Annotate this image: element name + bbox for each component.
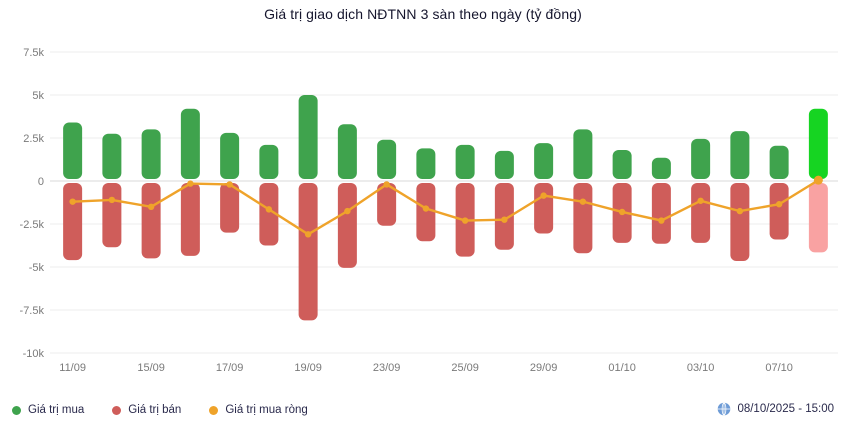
y-tick-label: -10k <box>23 348 45 360</box>
footer: 08/10/2025 - 15:00 <box>717 402 834 416</box>
net-point[interactable] <box>265 206 273 213</box>
buy-bar[interactable] <box>534 143 554 179</box>
net-point[interactable] <box>501 216 508 223</box>
buy-bar[interactable] <box>651 157 671 179</box>
buy-bar[interactable] <box>573 129 593 179</box>
x-tick-label: 17/09 <box>216 362 244 374</box>
net-point[interactable] <box>813 175 823 185</box>
timestamp: 08/10/2025 - 15:00 <box>737 403 834 415</box>
chart-legend: Giá trị mua Giá trị bán Giá trị mua ròng <box>12 404 308 416</box>
sell-bar[interactable] <box>534 183 554 234</box>
sell-bar[interactable] <box>141 183 161 259</box>
buy-bar[interactable] <box>220 132 240 179</box>
buy-bar[interactable] <box>769 145 789 179</box>
sell-bar[interactable] <box>573 183 593 254</box>
buy-bar[interactable] <box>612 150 632 179</box>
sell-bar[interactable] <box>102 183 122 248</box>
sell-legend-dot-icon <box>112 405 122 415</box>
net-point[interactable] <box>775 201 783 208</box>
sell-bar[interactable] <box>377 183 397 226</box>
legend-label-sell: Giá trị bán <box>128 404 182 416</box>
sell-bar[interactable] <box>298 183 318 321</box>
buy-bar[interactable] <box>377 139 397 179</box>
buy-bar[interactable] <box>180 108 200 179</box>
x-tick-label: 01/10 <box>608 362 636 374</box>
buy-legend-dot-icon <box>12 405 21 415</box>
foreign-trading-chart: 7.5k 5k 2.5k 0 -2.5k -5k -7.5k -10k 11/09 15/09 17… <box>20 47 838 374</box>
x-tick-label: 25/09 <box>451 362 479 374</box>
buy-bar[interactable] <box>259 144 279 179</box>
y-tick-label: 5k <box>32 90 44 102</box>
buy-bar[interactable] <box>416 148 436 179</box>
y-tick-label: -7.5k <box>20 305 45 317</box>
buy-bar[interactable] <box>730 131 750 179</box>
buy-bar[interactable] <box>808 108 828 179</box>
sell-bar[interactable] <box>416 183 436 242</box>
net-point[interactable] <box>618 208 626 216</box>
buy-bar[interactable] <box>141 129 161 179</box>
net-point[interactable] <box>579 198 587 205</box>
x-tick-label: 23/09 <box>373 362 401 374</box>
chart-title: Giá trị giao dịch NĐTNN 3 sàn theo ngày … <box>264 6 582 22</box>
net-point[interactable] <box>697 197 704 204</box>
y-tick-label: -2.5k <box>20 219 45 231</box>
buy-bar[interactable] <box>494 150 514 179</box>
net-point[interactable] <box>147 203 155 210</box>
y-tick-label: 2.5k <box>23 133 44 145</box>
net-point[interactable] <box>226 181 233 188</box>
net-point[interactable] <box>383 181 390 188</box>
net-line <box>71 178 820 236</box>
y-tick-label: 0 <box>38 176 44 188</box>
sell-bar[interactable] <box>808 183 828 253</box>
y-tick-label: -5k <box>29 262 45 274</box>
sell-bar[interactable] <box>180 183 200 256</box>
sell-bar[interactable] <box>220 183 240 233</box>
net-point[interactable] <box>344 207 351 215</box>
x-tick-label: 29/09 <box>530 362 558 374</box>
legend-item-net[interactable]: Giá trị mua ròng <box>209 404 308 416</box>
net-point[interactable] <box>658 217 665 224</box>
y-tick-label: 7.5k <box>23 47 44 59</box>
x-tick-label: 11/09 <box>59 362 86 374</box>
x-tick-label: 19/09 <box>294 362 322 374</box>
legend-label-net: Giá trị mua ròng <box>225 404 308 416</box>
x-tick-label: 03/10 <box>687 362 715 374</box>
net-point[interactable] <box>736 207 744 215</box>
sell-bar[interactable] <box>769 183 789 240</box>
buy-bar[interactable] <box>63 122 83 179</box>
sell-bar[interactable] <box>691 183 711 243</box>
x-tick-label: 07/10 <box>765 362 793 374</box>
legend-item-buy[interactable]: Giá trị mua <box>12 404 84 416</box>
globe-icon <box>718 402 731 416</box>
buy-bar[interactable] <box>102 133 122 179</box>
sell-bar[interactable] <box>259 183 279 246</box>
sell-bar[interactable] <box>63 183 83 261</box>
sell-bar[interactable] <box>494 183 514 250</box>
net-point[interactable] <box>69 198 76 205</box>
sell-bar[interactable] <box>337 183 357 268</box>
sell-bar[interactable] <box>651 183 671 244</box>
net-legend-dot-icon <box>209 405 219 415</box>
buy-bar[interactable] <box>298 95 318 179</box>
sell-bar[interactable] <box>730 183 750 261</box>
net-point[interactable] <box>304 231 312 238</box>
net-point[interactable] <box>461 217 469 224</box>
net-point[interactable] <box>108 196 116 204</box>
net-point[interactable] <box>187 180 194 187</box>
net-point[interactable] <box>540 192 547 199</box>
buy-bar[interactable] <box>691 138 711 179</box>
x-tick-label: 15/09 <box>137 362 165 374</box>
buy-bar[interactable] <box>337 124 357 179</box>
legend-label-buy: Giá trị mua <box>28 404 85 416</box>
net-point[interactable] <box>422 205 430 212</box>
legend-item-sell[interactable]: Giá trị bán <box>112 404 181 416</box>
buy-bar[interactable] <box>455 144 475 179</box>
